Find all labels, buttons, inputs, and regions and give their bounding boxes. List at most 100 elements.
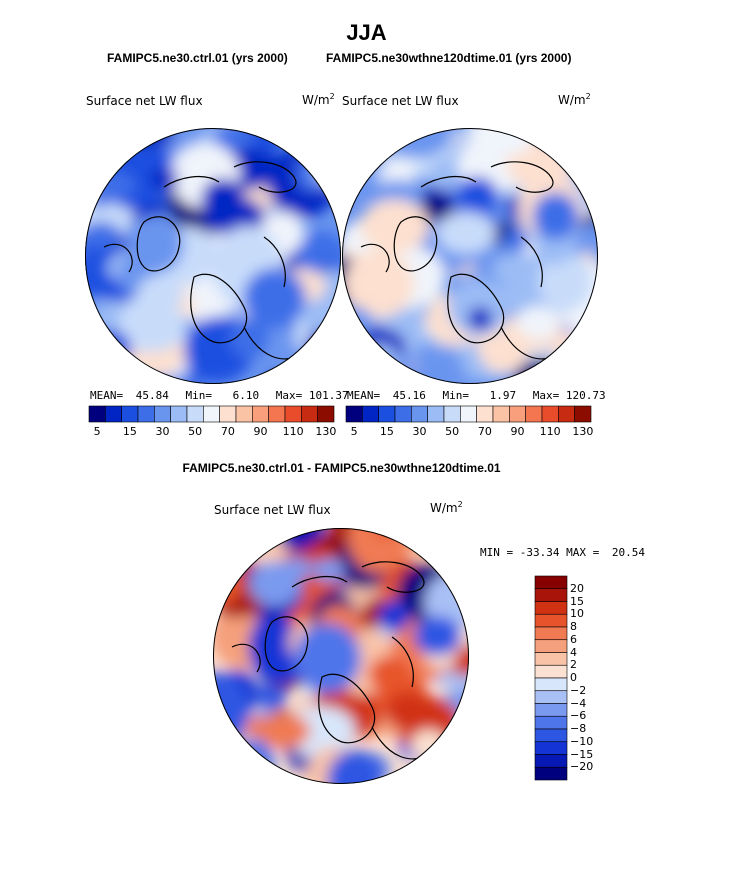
colorbar-tick-label: 90: [253, 425, 268, 438]
field-patch: [432, 761, 455, 776]
panel1-colorbar: [88, 405, 335, 423]
panel1-max-label: Max=: [275, 389, 303, 402]
field-patch: [252, 528, 288, 545]
coastline: [136, 216, 181, 272]
colorbar-swatch: [284, 405, 302, 423]
field-patch: [348, 528, 411, 574]
colorbar-tick-label: 6: [570, 632, 577, 646]
panel1-max-value: 101.37: [308, 389, 349, 402]
coastlines: [360, 161, 562, 360]
colorbar-swatch: [203, 405, 220, 423]
field-patch: [294, 154, 328, 192]
field-layer: [85, 128, 341, 384]
colorbar-tick-label: 8: [570, 620, 577, 633]
colorbar-tick-label: 5: [93, 425, 101, 438]
colorbar-tick-label: 20: [570, 581, 584, 595]
coastline: [490, 161, 554, 193]
field-patch: [422, 756, 454, 778]
coastline: [447, 273, 505, 344]
field-patch: [243, 267, 306, 329]
field-patch: [218, 741, 256, 778]
left-subtitle: FAMIPC5.ne30.ctrl.01 (yrs 2000): [107, 51, 288, 65]
field-patch: [213, 738, 238, 760]
colorbar-tick-label: 110: [282, 425, 304, 438]
colorbar-tick-label: 90: [510, 425, 525, 438]
panel3-colorbar-ticks: 20 15 10 8 6 4 2 0 −2 −4 −6 −8 −10 −15 −20: [570, 576, 610, 780]
colorbar-swatch: [219, 405, 237, 423]
colorbar-swatch: [534, 639, 568, 653]
panel1-min-label: Min=: [185, 389, 213, 402]
colorbar-swatch: [574, 405, 592, 423]
coastline: [103, 243, 133, 273]
colorbar-tick-label: −6: [570, 709, 587, 723]
field-patch: [257, 713, 311, 749]
field-patch: [293, 623, 361, 694]
coastline: [264, 616, 309, 672]
field-patch: [149, 168, 180, 189]
map-boundary: [342, 128, 598, 384]
colorbar-swatch: [88, 405, 106, 423]
field-patch: [342, 325, 406, 368]
field-patch: [346, 167, 378, 202]
panel2-max-label: Max=: [532, 389, 560, 402]
colorbar-swatch: [460, 405, 477, 423]
panel3-max-label: MAX =: [566, 546, 600, 559]
colorbar-swatch: [534, 601, 568, 615]
field-patch: [360, 199, 429, 253]
colorbar-swatch: [121, 405, 139, 423]
panel2-colorbar: [345, 405, 592, 423]
field-patch: [516, 305, 561, 339]
panel2-mean-label: MEAN=: [347, 389, 381, 402]
coastline: [263, 236, 286, 288]
panel3-max-value: 20.54: [611, 546, 645, 559]
colorbar-swatch: [301, 405, 318, 423]
field-patch: [440, 538, 468, 563]
panel1-stats: MEAN= 45.84 Min= 6.10 Max= 101.37: [90, 389, 349, 402]
coastline: [190, 273, 248, 344]
panel2-units: W/m2: [558, 92, 591, 107]
coastline: [318, 673, 376, 744]
field-patch: [306, 330, 336, 359]
colorbar-tick-label: −8: [570, 722, 587, 735]
field-patch: [550, 128, 593, 167]
field-patch: [457, 176, 498, 214]
field-patch: [532, 192, 579, 240]
field-patch: [448, 528, 469, 542]
colorbar-tick-label: 70: [477, 425, 492, 438]
coastline: [233, 161, 297, 193]
field-patch: [468, 306, 493, 331]
panel2-stats: MEAN= 45.16 Min= 1.97 Max= 120.73: [347, 389, 606, 402]
field-patch: [428, 158, 460, 190]
field-patch: [436, 211, 496, 254]
colorbar-tick-label: 130: [572, 425, 594, 438]
field-patch: [376, 156, 417, 189]
panel2-title: Surface net LW flux: [342, 94, 459, 108]
panel2-min-value: 1.97: [489, 389, 517, 402]
panel1-min-value: 6.10: [232, 389, 260, 402]
coastline: [361, 561, 425, 593]
field-patch: [312, 558, 345, 582]
colorbar-swatch: [427, 405, 445, 423]
colorbar-swatch: [541, 405, 559, 423]
field-patch: [467, 128, 537, 158]
panel2-mean-value: 45.16: [392, 389, 426, 402]
colorbar-swatch: [534, 626, 568, 641]
colorbar-tick-label: 5: [350, 425, 358, 438]
field-patch: [571, 128, 598, 170]
colorbar-swatch: [534, 766, 568, 781]
field-patch: [85, 221, 121, 249]
coastline: [393, 216, 438, 272]
coastline: [391, 636, 414, 688]
field-patch: [86, 329, 132, 369]
colorbar-tick-label: −10: [570, 734, 594, 748]
field-patch: [447, 547, 469, 578]
colorbar-tick-label: 15: [379, 425, 394, 438]
coastline: [420, 175, 477, 188]
colorbar-swatch: [492, 405, 510, 423]
field-patch: [445, 528, 469, 543]
field-patch: [94, 350, 136, 384]
colorbar-swatch: [252, 405, 269, 423]
colorbar-tick-label: 130: [315, 425, 337, 438]
colorbar-swatch: [534, 728, 568, 743]
field-patch: [85, 138, 115, 174]
